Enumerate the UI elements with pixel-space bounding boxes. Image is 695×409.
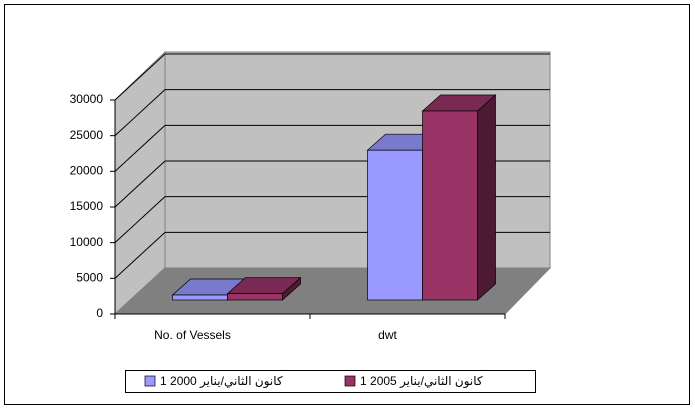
legend-swatch [144,375,156,387]
y-tick-label: 10000 [70,235,104,249]
bar-side [477,94,496,301]
bar [422,110,478,301]
legend-box [125,370,536,393]
grid-line [114,89,166,137]
bar [367,149,423,301]
legend-swatch [344,375,356,387]
x-tick-label: No. of Vessels [154,328,231,342]
grid-line [114,231,166,279]
y-tick-label: 0 [96,306,103,320]
bar [227,293,283,301]
bar [172,294,228,301]
y-tick-label: 20000 [70,164,104,178]
y-tick-label: 5000 [76,271,103,285]
legend-label: 1 كانون الثاني/يناير 2005 [360,374,483,389]
y-tick-label: 25000 [70,128,104,142]
legend-label: 1 كانون الثاني/يناير 2000 [160,374,283,389]
y-tick-label: 30000 [70,92,104,106]
grid-line [114,53,166,101]
grid-line [114,124,166,172]
grid-line [114,196,166,244]
y-tick-label: 15000 [70,199,104,213]
grid-line [114,160,166,208]
x-tick-label: dwt [378,328,397,342]
